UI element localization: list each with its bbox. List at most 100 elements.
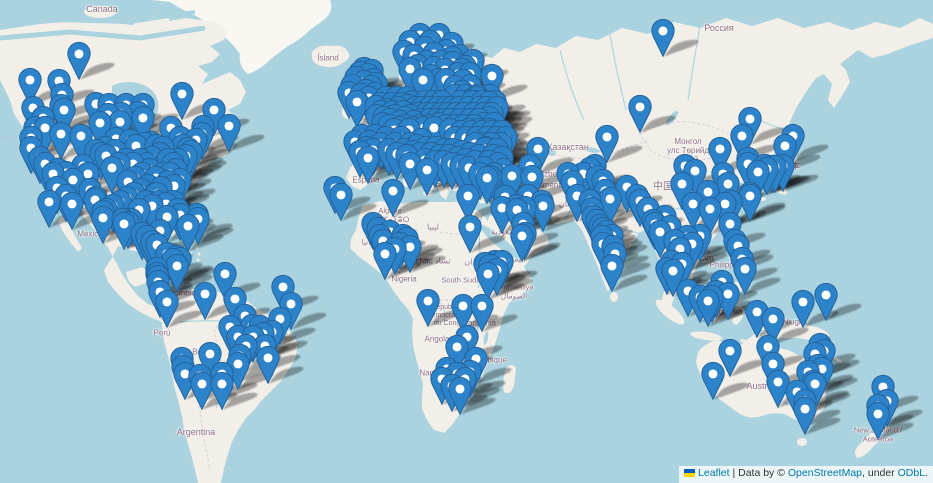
leaflet-link[interactable]: Leaflet — [698, 467, 730, 480]
map-marker[interactable] — [670, 171, 694, 210]
map-marker[interactable] — [398, 234, 422, 273]
map-marker[interactable] — [69, 123, 93, 162]
map-marker[interactable] — [210, 371, 234, 410]
map-marker[interactable] — [761, 306, 785, 345]
map-marker[interactable] — [520, 164, 544, 203]
map-marker[interactable] — [37, 189, 61, 228]
map-marker[interactable] — [373, 241, 397, 280]
map-marker[interactable] — [33, 115, 57, 154]
map-marker[interactable] — [505, 197, 529, 236]
map-marker[interactable] — [746, 159, 770, 198]
map-marker[interactable] — [651, 18, 675, 57]
map-marker[interactable] — [398, 56, 422, 95]
map-marker[interactable] — [398, 151, 422, 190]
map-marker[interactable] — [173, 361, 197, 400]
map-marker[interactable] — [279, 291, 303, 330]
map-marker[interactable] — [18, 67, 42, 106]
map-marker[interactable] — [773, 133, 797, 172]
map-marker[interactable] — [698, 196, 722, 235]
map-marker[interactable] — [683, 158, 707, 197]
map-marker[interactable] — [814, 282, 838, 321]
map-marker[interactable] — [490, 195, 514, 234]
map-marker[interactable] — [329, 182, 353, 221]
map-marker[interactable] — [531, 193, 555, 232]
map-marker[interactable] — [716, 171, 740, 210]
map-marker[interactable] — [681, 191, 705, 230]
map-marker[interactable] — [475, 165, 499, 204]
odbl-link[interactable]: ODbL — [897, 467, 926, 480]
map-marker[interactable] — [217, 113, 241, 152]
map-marker[interactable] — [718, 211, 742, 250]
map-marker[interactable] — [793, 396, 817, 435]
map-marker[interactable] — [451, 293, 475, 332]
map-marker[interactable] — [60, 191, 84, 230]
map-marker[interactable] — [76, 161, 100, 200]
map-marker[interactable] — [108, 109, 132, 148]
map-marker[interactable] — [131, 105, 155, 144]
map-marker[interactable] — [202, 97, 226, 136]
map-marker[interactable] — [416, 288, 440, 327]
map-marker[interactable] — [100, 155, 124, 194]
map-marker[interactable] — [88, 110, 112, 149]
map-marker[interactable] — [67, 41, 91, 80]
map-marker[interactable] — [91, 205, 115, 244]
map-marker[interactable] — [155, 289, 179, 328]
map-marker[interactable] — [155, 204, 179, 243]
map-marker[interactable] — [600, 253, 624, 292]
map-marker[interactable] — [61, 167, 85, 206]
map-marker[interactable] — [708, 136, 732, 175]
map-marker[interactable] — [696, 288, 720, 327]
map-marker[interactable] — [271, 274, 295, 313]
map-marker[interactable] — [223, 286, 247, 325]
map-marker[interactable] — [445, 334, 469, 373]
map-marker[interactable] — [448, 376, 472, 415]
map-marker[interactable] — [458, 214, 482, 253]
map-marker[interactable] — [628, 94, 652, 133]
map-marker[interactable] — [356, 145, 380, 184]
map-marker[interactable] — [756, 334, 780, 373]
map-marker[interactable] — [411, 67, 435, 106]
map-marker[interactable] — [526, 136, 550, 175]
map-marker[interactable] — [766, 369, 790, 408]
map-marker[interactable] — [713, 191, 737, 230]
map-marker[interactable] — [701, 361, 725, 400]
map-marker[interactable] — [268, 306, 292, 345]
map-marker[interactable] — [456, 183, 480, 222]
map-marker[interactable] — [170, 81, 194, 120]
map-marker[interactable] — [738, 106, 762, 145]
map-marker[interactable] — [661, 258, 685, 297]
map-marker[interactable] — [598, 186, 622, 225]
map-marker[interactable] — [112, 211, 136, 250]
map-marker[interactable] — [803, 371, 827, 410]
map-marker[interactable] — [381, 178, 405, 217]
map-marker[interactable] — [668, 236, 692, 275]
map-marker[interactable] — [696, 179, 720, 218]
map-marker[interactable] — [190, 371, 214, 410]
map-marker[interactable] — [738, 183, 762, 222]
map-marker[interactable] — [648, 219, 672, 258]
map-marker[interactable] — [198, 341, 222, 380]
map-marker[interactable] — [761, 351, 785, 390]
map-marker[interactable] — [500, 163, 524, 202]
map-marker[interactable] — [718, 338, 742, 377]
map-marker[interactable] — [226, 351, 250, 390]
map-marker[interactable] — [49, 121, 73, 160]
map-marker[interactable] — [480, 63, 504, 102]
map-marker[interactable] — [213, 261, 237, 300]
map-marker[interactable] — [165, 253, 189, 292]
map-marker[interactable] — [510, 223, 534, 262]
map-marker[interactable] — [810, 356, 834, 395]
map-marker[interactable] — [730, 123, 754, 162]
map-marker[interactable] — [256, 345, 280, 384]
map-marker[interactable] — [476, 261, 500, 300]
map-marker[interactable] — [595, 124, 619, 163]
map-marker[interactable] — [716, 281, 740, 320]
map-marker[interactable] — [176, 213, 200, 252]
map-marker[interactable] — [193, 281, 217, 320]
map-marker[interactable] — [733, 256, 757, 295]
map-marker[interactable] — [52, 97, 76, 136]
map-marker[interactable] — [422, 115, 446, 154]
map-marker[interactable] — [470, 293, 494, 332]
map-marker[interactable] — [866, 401, 890, 440]
map-marker[interactable] — [345, 89, 369, 128]
